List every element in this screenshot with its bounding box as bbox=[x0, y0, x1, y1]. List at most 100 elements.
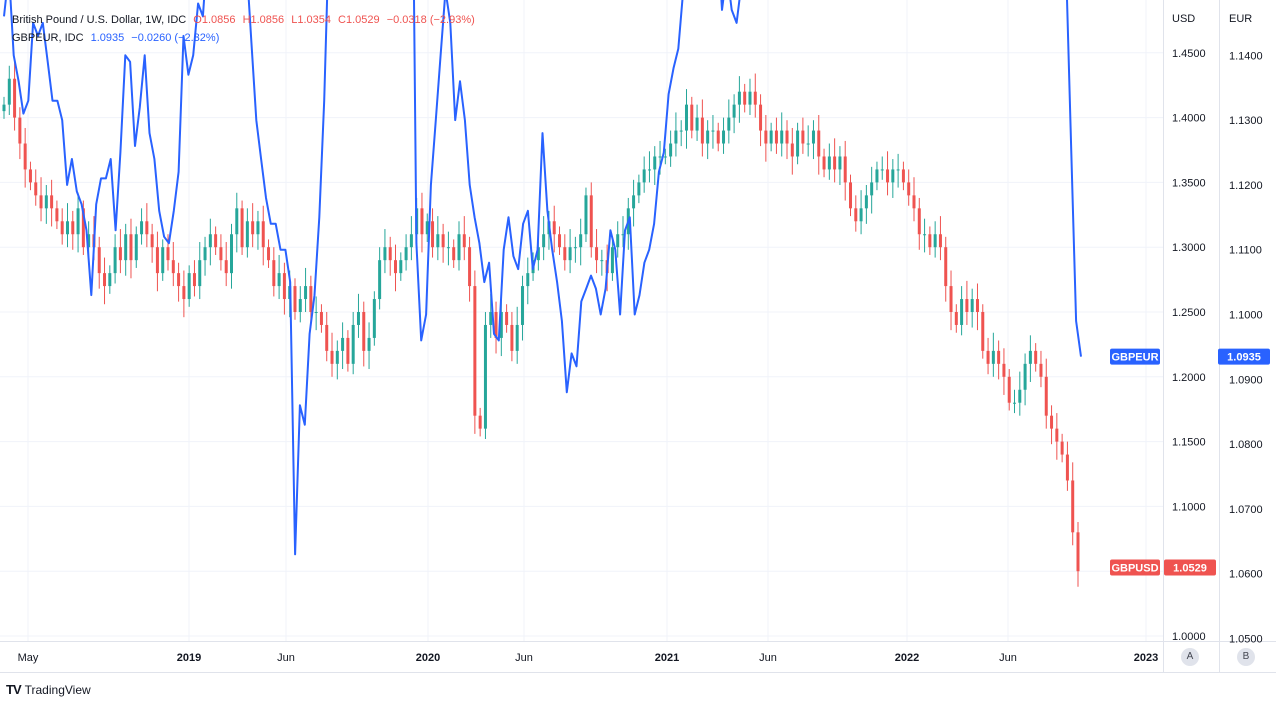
gbpusd-candle bbox=[304, 267, 308, 312]
time-tick-label: 2020 bbox=[416, 652, 440, 664]
eur-tick-label: 1.1000 bbox=[1229, 310, 1263, 322]
gbpusd-candle bbox=[743, 83, 747, 113]
gbpusd-candle bbox=[235, 192, 239, 253]
gbpeur-legend-name: GBPEUR, IDC bbox=[12, 32, 84, 44]
gbpusd-last-price: 1.0529 bbox=[1164, 559, 1216, 576]
usd-tick-label: 1.0000 bbox=[1172, 631, 1206, 643]
gbpusd-candle bbox=[378, 247, 382, 310]
gbpeur-legend[interactable]: GBPEUR, IDC 1.0935 −0.0260 (−2.32%) bbox=[12, 32, 223, 44]
gbpusd-candle bbox=[780, 112, 784, 157]
gbpusd-candle bbox=[367, 322, 371, 370]
gbpusd-candle bbox=[568, 229, 572, 274]
gbpusd-candle bbox=[28, 161, 32, 191]
gbpusd-candle bbox=[219, 234, 223, 271]
gbpusd-candle bbox=[272, 247, 276, 297]
gbpusd-candle bbox=[203, 236, 207, 276]
gbpusd-candle bbox=[917, 197, 921, 250]
gbpusd-candle bbox=[679, 120, 683, 147]
time-axis: May 2019 Jun 2020 Jun 2021 Jun 2022 Jun 2023 bbox=[18, 652, 1159, 664]
gbpusd-candle bbox=[124, 223, 128, 276]
eur-tick-label: 1.1200 bbox=[1229, 180, 1263, 192]
gbpusd-candle bbox=[764, 115, 768, 162]
eur-tick-label: 1.1100 bbox=[1229, 245, 1262, 257]
gbpusd-candle bbox=[182, 270, 186, 318]
gbpusd-candle bbox=[55, 200, 59, 230]
gbpusd-candle bbox=[489, 293, 493, 338]
gbpusd-candle bbox=[388, 236, 392, 276]
gbpusd-candle bbox=[341, 322, 345, 370]
time-tick-label: 2023 bbox=[1134, 652, 1158, 664]
gbpusd-candle bbox=[880, 156, 884, 180]
eur-unit-label: EUR bbox=[1229, 13, 1253, 25]
gbpusd-candle bbox=[452, 239, 456, 268]
gbpusd-candle bbox=[462, 216, 466, 261]
gbpusd-candle bbox=[441, 223, 445, 263]
gbpusd-candle bbox=[833, 138, 837, 183]
gbpusd-candle bbox=[60, 208, 64, 245]
gbpusd-candle bbox=[436, 216, 440, 261]
gbpusd-candle bbox=[817, 115, 821, 175]
gbpusd-candle bbox=[896, 153, 900, 188]
gbpusd-candle bbox=[39, 177, 43, 222]
gbpusd-candle bbox=[822, 148, 826, 178]
gbpusd-candle bbox=[224, 242, 228, 287]
gbpusd-candle bbox=[827, 143, 831, 180]
time-tick-label: Jun bbox=[277, 652, 295, 664]
gbpusd-candle bbox=[457, 221, 461, 271]
gbpusd-legend-name: British Pound / U.S. Dollar, 1W, IDC bbox=[12, 14, 187, 26]
gbpusd-candle bbox=[34, 169, 38, 206]
usd-tick-label: 1.3000 bbox=[1172, 242, 1206, 254]
gbpusd-candle bbox=[727, 99, 731, 144]
gbpusd-candle bbox=[991, 332, 995, 377]
gbpusd-candle bbox=[690, 96, 694, 139]
gbpusd-candle bbox=[240, 200, 244, 255]
gbpusd-candle bbox=[1050, 405, 1054, 445]
gbpusd-candle bbox=[161, 239, 165, 281]
gbpusd-candle bbox=[150, 223, 154, 263]
gbpusd-candle bbox=[811, 120, 815, 160]
eur-tick-label: 1.0900 bbox=[1229, 374, 1263, 386]
gbpusd-series-tag: GBPUSD bbox=[1110, 559, 1160, 576]
gbpusd-candle bbox=[986, 337, 990, 375]
gbpusd-candle bbox=[7, 65, 11, 116]
time-tick-label: 2021 bbox=[655, 652, 679, 664]
gbpusd-candle bbox=[610, 239, 614, 281]
gbpusd-candle bbox=[849, 174, 853, 217]
gbpusd-legend[interactable]: British Pound / U.S. Dollar, 1W, IDC O1.… bbox=[12, 14, 479, 26]
scale-b-button[interactable]: B bbox=[1237, 648, 1255, 666]
gbpusd-close: C1.0529 bbox=[338, 14, 380, 26]
gbpusd-low: L1.0354 bbox=[291, 14, 331, 26]
gbpusd-candle bbox=[97, 236, 101, 289]
gbpusd-candle bbox=[716, 122, 720, 152]
usd-tick-label: 1.1500 bbox=[1172, 437, 1206, 449]
gbpusd-candle bbox=[483, 312, 487, 440]
gbpusd-candle bbox=[558, 226, 562, 255]
gbpusd-candle bbox=[1060, 433, 1064, 463]
gbpeur-last-price: 1.0935 bbox=[1218, 348, 1270, 365]
gbpusd-candle bbox=[907, 169, 911, 206]
auto-scale-button[interactable]: A bbox=[1181, 648, 1199, 666]
gbpusd-candle bbox=[478, 407, 482, 437]
gbpusd-candle bbox=[975, 283, 979, 331]
gbpusd-candle bbox=[997, 340, 1001, 380]
gbpusd-candle bbox=[71, 210, 75, 250]
gbpusd-candle bbox=[1028, 335, 1032, 382]
gbpusd-candle bbox=[187, 265, 191, 307]
gbpusd-candle bbox=[642, 156, 646, 193]
tradingview-branding[interactable]: TV TradingView bbox=[6, 682, 91, 697]
usd-tick-label: 1.1000 bbox=[1172, 501, 1206, 513]
gbpusd-candle bbox=[13, 60, 17, 131]
gbpusd-candle bbox=[298, 286, 302, 323]
gbpusd-candle bbox=[473, 270, 477, 434]
gbpusd-candle bbox=[267, 239, 271, 268]
gbpusd-candle bbox=[774, 117, 778, 154]
gbpusd-candle bbox=[394, 244, 398, 292]
gbpusd-candle bbox=[859, 190, 863, 235]
gbpusd-change: −0.0318 (−2.93%) bbox=[386, 14, 475, 26]
usd-tick-label: 1.3500 bbox=[1172, 177, 1206, 189]
time-tick-label: 2019 bbox=[177, 652, 201, 664]
gbpusd-candle bbox=[446, 231, 450, 266]
time-tick-label: May bbox=[18, 652, 39, 664]
gbpeur-line bbox=[3, 0, 1082, 556]
